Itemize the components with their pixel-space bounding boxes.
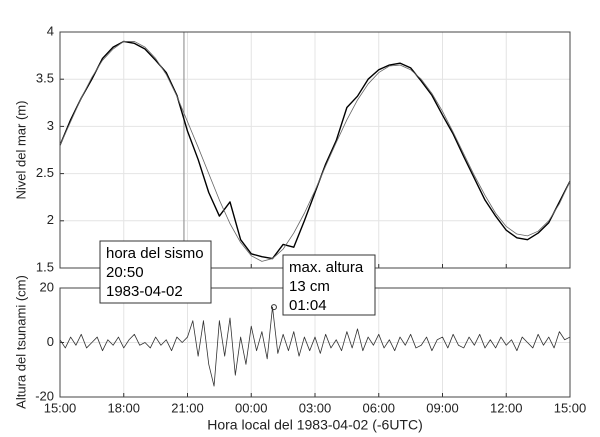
- y-axis-label: Altura del tsunami (cm): [13, 275, 28, 409]
- y-tick-label: 3: [47, 118, 54, 133]
- y-tick-label: 4: [47, 23, 54, 38]
- data-line: [59, 41, 571, 262]
- annotation-text: 01:04: [289, 297, 327, 314]
- x-tick-label: 12:00: [490, 400, 523, 415]
- data-line: [59, 306, 571, 387]
- x-tick-label: 00:00: [235, 400, 268, 415]
- annotation-box: [99, 240, 212, 304]
- y-tick-label: 0: [47, 334, 54, 349]
- data-line: [59, 40, 571, 260]
- annotation-box: [282, 254, 376, 316]
- annotation-text: 13 cm: [289, 278, 330, 295]
- y-tick-label: 2.5: [36, 165, 54, 180]
- y-axis-label: Nivel del mar (m): [13, 101, 28, 200]
- y-tick-label: 3.5: [36, 71, 54, 86]
- peak-marker: [270, 304, 277, 311]
- x-tick-label: 21:00: [171, 400, 204, 415]
- annotation-text: 20:50: [106, 264, 144, 281]
- x-tick-label: 09:00: [426, 400, 459, 415]
- y-tick-label: 2: [47, 212, 54, 227]
- x-tick-label: 06:00: [362, 400, 395, 415]
- annotation-text: max. altura: [289, 259, 364, 276]
- annotation-text: hora del sismo: [106, 245, 204, 262]
- y-tick-label: -20: [35, 388, 54, 403]
- x-axis-label: Hora local del 1983-04-02 (-6UTC): [207, 417, 423, 433]
- y-tick-label: 1.5: [36, 259, 54, 274]
- annotation-text: 1983-04-02: [106, 283, 183, 300]
- x-tick-label: 18:00: [107, 400, 140, 415]
- x-tick-label: 15:00: [44, 400, 77, 415]
- x-tick-label: 15:00: [554, 400, 587, 415]
- y-tick-label: 20: [40, 279, 54, 294]
- x-tick-label: 03:00: [299, 400, 332, 415]
